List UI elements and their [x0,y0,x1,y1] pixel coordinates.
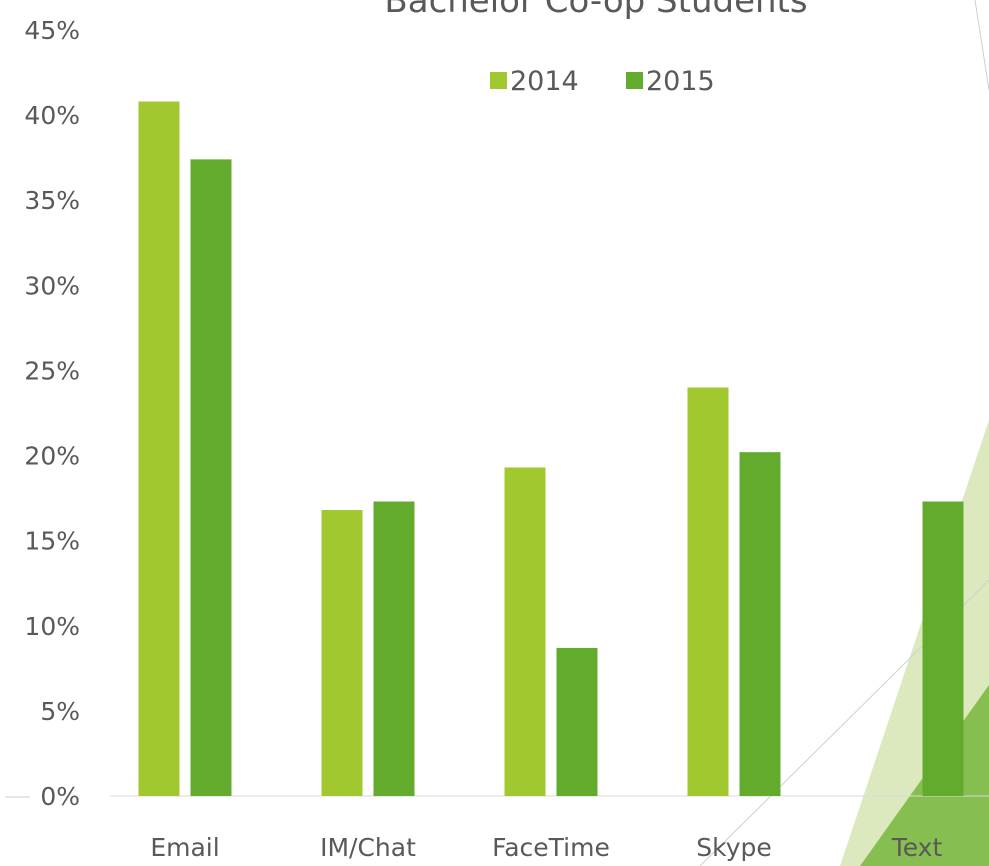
y-tick-label: 0% [40,782,80,811]
y-tick-label: 25% [24,356,80,385]
bar [687,387,729,796]
bar [138,101,180,796]
y-tick-label: 5% [40,697,80,726]
x-tick-label: Email [150,833,219,862]
y-tick-label: 45% [24,16,80,45]
y-tick-label: 20% [24,442,80,471]
x-tick-label: FaceTime [492,833,610,862]
x-tick-label: Skype [696,833,772,862]
bar [373,501,415,796]
legend-swatch [490,72,507,89]
x-tick-label: IM/Chat [320,833,416,862]
bar [321,510,363,796]
y-tick-label: 15% [24,527,80,556]
y-tick-label: 30% [24,271,80,300]
y-tick-label: 40% [24,101,80,130]
y-tick-label: 35% [24,186,80,215]
x-tick-label: Text [891,833,943,862]
legend-label: 2014 [510,66,579,97]
legend-swatch [626,72,643,89]
bar [504,467,546,796]
y-tick-label: 10% [24,612,80,641]
bar [556,647,598,796]
legend-label: 2015 [646,66,715,97]
bar [739,452,781,796]
decor-line [974,0,989,91]
bar [190,159,232,796]
bar [922,501,964,796]
chart-title: Bachelor Co-op Students [384,0,807,21]
